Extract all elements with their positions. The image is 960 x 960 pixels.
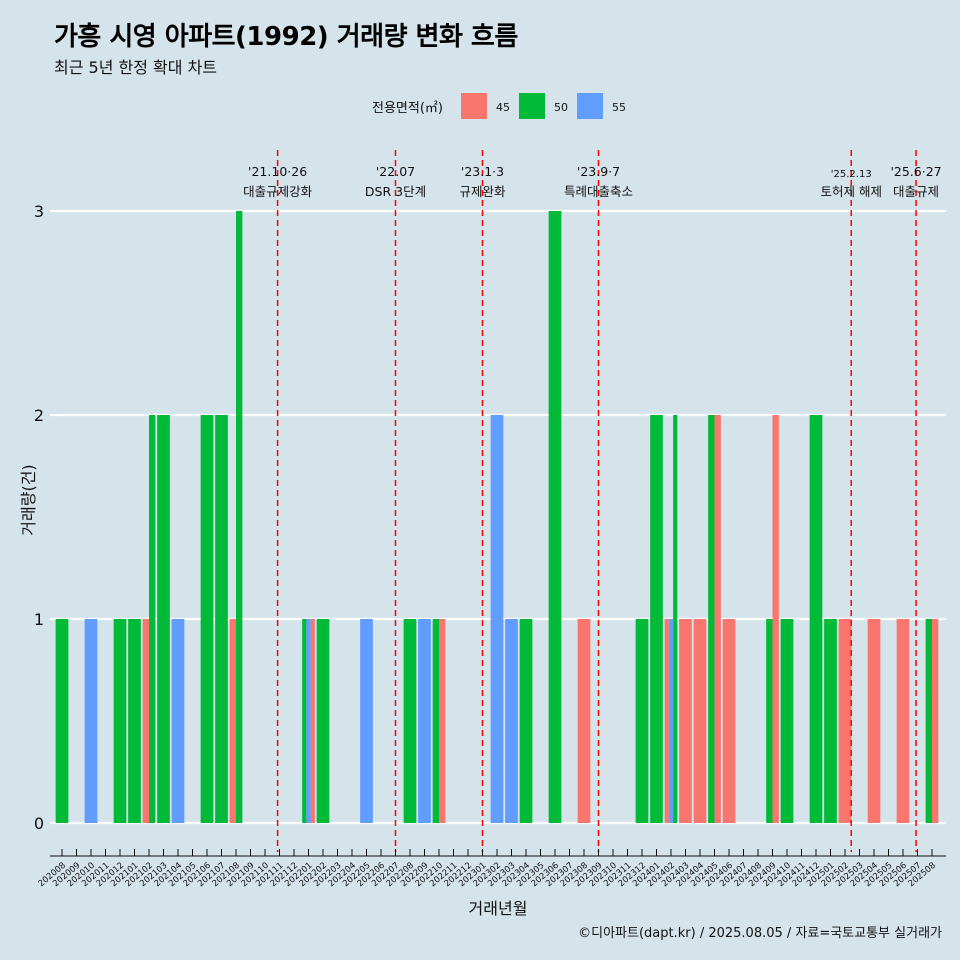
- event-date-5: '25.6·27: [890, 164, 941, 179]
- bar-202303-55: [505, 619, 518, 823]
- legend-swatch-55: [577, 93, 603, 119]
- bar-202508-50: [925, 619, 932, 823]
- event-date-2: '23.1·3: [461, 164, 504, 179]
- bar-202410-50: [780, 619, 794, 823]
- y-axis-title: 거래량(건): [19, 464, 38, 535]
- legend-label-50: 50: [554, 101, 568, 114]
- ytick-label-3: 3: [34, 202, 44, 221]
- bar-202205-55: [360, 619, 373, 823]
- event-label-4: 토허제 해제: [820, 184, 881, 199]
- bar-202108-50: [236, 211, 243, 823]
- chart-subtitle: 최근 5년 한정 확대 차트: [54, 58, 218, 77]
- ytick-label-2: 2: [34, 406, 44, 425]
- bar-202209-55: [418, 619, 431, 823]
- event-date-0: '21.10·26: [248, 164, 307, 179]
- bar-202010-55: [84, 619, 98, 823]
- bar-202402-45: [664, 619, 669, 823]
- bar-202102-45: [142, 619, 149, 823]
- bar-202404-45: [693, 619, 707, 823]
- legend-title: 전용면적(㎡): [372, 101, 443, 116]
- bar-202508-45: [932, 619, 939, 823]
- event-date-4: '25.2.13: [831, 169, 872, 180]
- bar-202308-45: [577, 619, 591, 823]
- legend: 전용면적(㎡) 45 50 55: [372, 93, 626, 119]
- ytick-label-0: 0: [34, 814, 44, 833]
- bar-202502-45: [838, 619, 852, 823]
- bar-202402-55: [668, 619, 674, 823]
- bar-202405-50: [708, 415, 715, 823]
- bar-202108-45: [229, 619, 236, 823]
- bar-202402-50: [673, 415, 678, 823]
- event-markers: '21.10·26 대출규제강화 '22.07 DSR 3단계 '23.1·3 규제완화 '…: [243, 150, 942, 852]
- bar-202401-50: [650, 415, 663, 823]
- bar-202405-45: [714, 415, 721, 823]
- bar-202304-50: [519, 619, 533, 823]
- bar-202201-50: [302, 619, 307, 823]
- bar-202102-50: [149, 415, 156, 823]
- bar-202104-55: [171, 619, 185, 823]
- event-label-1: DSR 3단계: [365, 184, 426, 199]
- chart-title: 가흥 시영 아파트(1992) 거래량 변화 흐름: [54, 22, 518, 52]
- bar-202008-50: [55, 619, 69, 823]
- bar-202501-50: [824, 619, 837, 823]
- bar-202302-55: [490, 415, 504, 823]
- source-caption: ©디아파트(dapt.kr) / 2025.08.05 / 자료=국토교통부 실…: [578, 926, 942, 941]
- bar-202409-45: [772, 415, 779, 823]
- bar-202409-50: [766, 619, 773, 823]
- bar-202210-50: [432, 619, 439, 823]
- bar-202201-55: [306, 619, 311, 823]
- bar-202403-45: [679, 619, 692, 823]
- bar-202201-45: [310, 619, 315, 823]
- event-label-2: 규제완화: [459, 184, 506, 199]
- event-label-3: 특례대출축소: [564, 184, 633, 199]
- bar-202210-45: [439, 619, 446, 823]
- bar-202208-50: [403, 619, 417, 823]
- bar-202312-50: [635, 619, 649, 823]
- legend-label-45: 45: [496, 101, 510, 114]
- event-date-3: '23.9·7: [577, 164, 620, 179]
- legend-swatch-45: [461, 93, 487, 119]
- ytick-label-1: 1: [34, 610, 44, 629]
- bar-202306-50: [548, 211, 562, 823]
- bar-202504-45: [867, 619, 881, 823]
- event-date-1: '22.07: [376, 164, 415, 179]
- bar-202106-50: [200, 415, 214, 823]
- bar-202202-50: [316, 619, 330, 823]
- bar-202506-45: [896, 619, 910, 823]
- bar-202412-50: [809, 415, 823, 823]
- bar-202103-50: [157, 415, 170, 823]
- legend-label-55: 55: [612, 101, 626, 114]
- event-label-0: 대출규제강화: [243, 184, 313, 199]
- event-label-5: 대출규제: [893, 184, 939, 199]
- x-axis-title: 거래년월: [469, 899, 528, 918]
- bar-202406-45: [722, 619, 736, 823]
- bar-202101-50: [128, 619, 141, 823]
- bar-202012-50: [113, 619, 127, 823]
- legend-swatch-50: [519, 93, 545, 119]
- bars: [55, 211, 939, 823]
- bar-202107-50: [215, 415, 228, 823]
